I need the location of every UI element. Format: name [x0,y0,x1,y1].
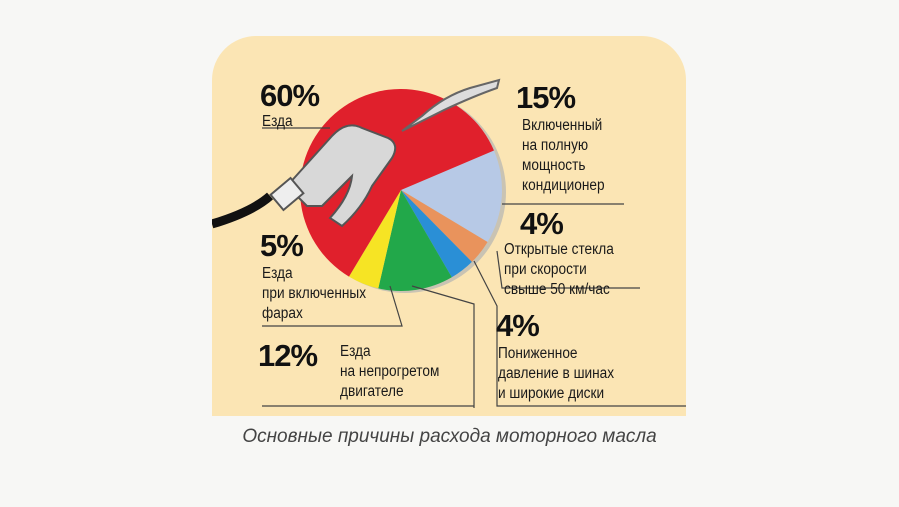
slice-label-windows: Открытые стекла при скорости свыше 50 км… [504,240,614,300]
slice-label-driving: Езда [262,113,293,130]
label-line: при скорости [504,261,587,278]
fuel-nozzle-icon [269,78,501,228]
label-line: Пониженное [498,345,578,362]
pie-slice-4 [348,190,401,289]
slice-label-cold-engine: Езда на непрогретом двигателе [340,342,439,402]
pie-slice-1 [401,190,488,262]
slice-label-tires: Пониженное давление в шинах и широкие ди… [498,344,614,404]
slice-pct-driving: 60% [260,78,320,113]
label-line: свыше 50 км/час [504,281,610,298]
label-line: Езда [262,265,293,282]
pie-slice-3 [378,190,452,291]
slice-label-ac: Включенный на полную мощность кондиционе… [522,116,605,196]
label-line: на непрогретом [340,363,440,380]
label-line: кондиционер [522,177,605,194]
pie-slice-0 [401,150,502,243]
slice-pct-windows: 4% [520,206,564,241]
label-line: Открытые стекла [504,241,614,258]
label-line: фарах [262,305,303,322]
fuel-hose [212,192,273,229]
label-line: на полную [522,137,589,154]
label-line: и широкие диски [498,385,605,402]
slice-label-headlights: Езда при включенных фарах [262,264,366,324]
label-line: давление в шинах [498,365,615,382]
pie-slice-2 [401,190,472,278]
slice-pct-headlights: 5% [260,228,304,263]
pie-chart [212,78,686,408]
label-line: при включенных [262,285,367,302]
slice-pct-ac: 15% [516,80,576,115]
infographic: 60% Езда 15% Включенный на полную мощнос… [212,36,686,416]
label-line: двигателе [340,383,404,400]
slice-pct-cold-engine: 12% [258,338,318,373]
figure-caption: Основные причины расхода моторного масла [242,426,657,447]
label-line: мощность [522,157,586,174]
label-line: Езда [340,343,371,360]
slice-pct-tires: 4% [496,308,540,343]
label-line: Включенный [522,117,603,134]
